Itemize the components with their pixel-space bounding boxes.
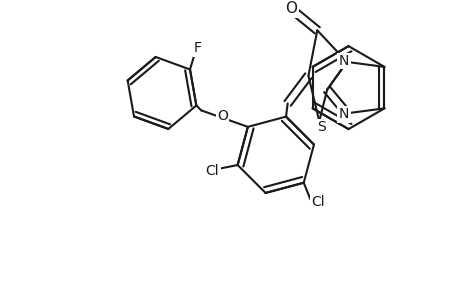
Text: F: F	[194, 41, 202, 56]
Text: N: N	[338, 54, 348, 68]
Text: O: O	[217, 109, 227, 123]
Text: Cl: Cl	[205, 164, 218, 178]
Text: Cl: Cl	[311, 195, 325, 209]
Text: O: O	[285, 1, 297, 16]
Text: S: S	[316, 120, 325, 134]
Text: N: N	[338, 107, 348, 121]
